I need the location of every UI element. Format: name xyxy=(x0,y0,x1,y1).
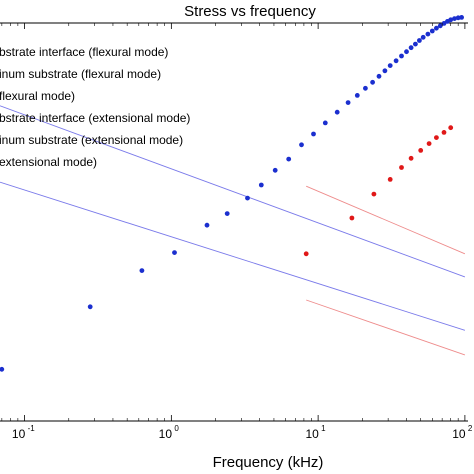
data-point xyxy=(354,93,360,98)
data-point xyxy=(0,366,5,372)
series-line-1 xyxy=(0,181,466,331)
data-point xyxy=(345,100,351,105)
x-tick-exponent: 1 xyxy=(321,424,326,433)
data-point xyxy=(245,195,250,201)
data-point xyxy=(334,109,340,115)
x-tick-label: 10 2 xyxy=(452,424,473,441)
data-point xyxy=(420,34,426,40)
data-point xyxy=(434,25,439,31)
data-point xyxy=(459,15,464,20)
series-line-2 xyxy=(306,299,466,356)
x-tick-exponent: 2 xyxy=(468,424,473,433)
data-point xyxy=(418,148,424,153)
data-point xyxy=(441,130,447,135)
data-point xyxy=(349,215,355,221)
data-point xyxy=(393,58,399,64)
x-tick-label: 10 -1 xyxy=(12,424,35,441)
data-point xyxy=(387,63,393,68)
data-point xyxy=(417,38,422,43)
data-point xyxy=(399,53,404,59)
data-point xyxy=(382,68,388,74)
data-point xyxy=(376,73,382,79)
data-point xyxy=(452,16,457,21)
data-point xyxy=(363,85,368,91)
data-point xyxy=(399,165,404,170)
series-line-0 xyxy=(0,105,466,278)
data-point xyxy=(322,120,328,126)
data-point xyxy=(404,49,409,55)
data-point xyxy=(311,131,316,137)
data-point xyxy=(370,79,375,85)
data-point xyxy=(272,167,278,173)
data-point xyxy=(299,142,304,148)
x-tick-base: 10 xyxy=(159,427,173,441)
plot-frame xyxy=(0,22,468,422)
data-point xyxy=(371,191,377,197)
data-point xyxy=(408,45,414,51)
x-tick-exponent: -1 xyxy=(28,424,36,433)
legend: bstrate interface (flexural mode) inum su… xyxy=(0,45,190,169)
series-line-3 xyxy=(306,185,466,255)
legend-entry: extensional mode) xyxy=(0,155,97,169)
data-point xyxy=(426,141,432,147)
data-point xyxy=(87,304,93,310)
x-tick-exponent: 0 xyxy=(174,424,179,433)
data-point xyxy=(413,41,418,47)
legend-entry: inum substrate (flexural mode) xyxy=(0,67,161,81)
data-point xyxy=(258,182,264,188)
data-point xyxy=(429,28,435,34)
data-point xyxy=(286,156,292,162)
x-tick-label: 10 1 xyxy=(305,424,326,441)
data-point xyxy=(204,222,210,228)
data-point xyxy=(172,250,177,256)
data-point xyxy=(434,135,439,141)
data-point xyxy=(437,23,443,29)
legend-entry: inum substrate (extensional mode) xyxy=(0,133,183,147)
series-layer xyxy=(0,15,466,372)
legend-entry: bstrate interface (flexural mode) xyxy=(0,45,168,59)
x-tick-base: 10 xyxy=(452,427,466,441)
x-tick-base: 10 xyxy=(12,427,26,441)
data-point xyxy=(448,17,454,23)
x-axis-label: Frequency (kHz) xyxy=(213,454,324,471)
data-point xyxy=(425,31,431,37)
data-point xyxy=(387,177,393,182)
tick-layer: 10 -1 10 0 10 1 10 2 xyxy=(1,23,473,441)
data-point xyxy=(303,251,309,257)
data-point xyxy=(224,211,230,217)
data-point xyxy=(448,125,454,131)
chart-title: Stress vs frequency xyxy=(184,3,316,20)
data-point xyxy=(408,155,414,161)
legend-entry: bstrate interface (extensional mode) xyxy=(0,111,190,125)
x-tick-label: 10 0 xyxy=(159,424,180,441)
x-tick-base: 10 xyxy=(305,427,319,441)
legend-entry: flexural mode) xyxy=(0,89,75,103)
data-point xyxy=(139,268,145,273)
